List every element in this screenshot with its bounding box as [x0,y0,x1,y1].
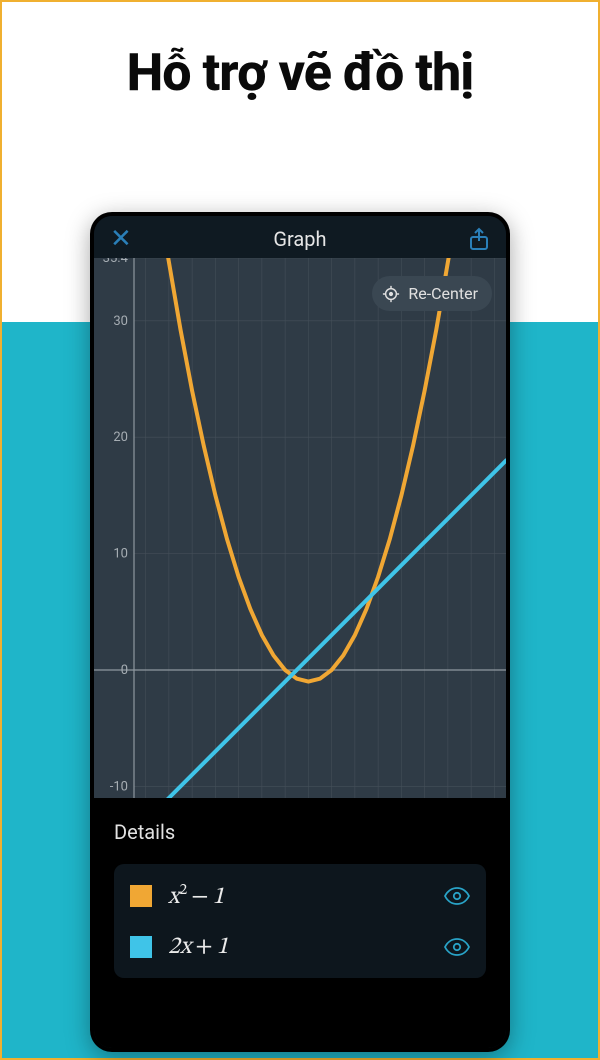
graph-canvas[interactable]: 35.4 30 20 10 0 -10 Re-Center [94,258,506,798]
visibility-toggle-icon[interactable] [444,887,470,905]
svg-text:20: 20 [113,430,128,445]
recenter-button[interactable]: Re-Center [372,276,492,311]
svg-text:0: 0 [121,663,128,678]
app-title: Graph [273,227,326,251]
svg-text:35.4: 35.4 [103,258,129,266]
legend-row: 2x+1 [130,932,470,962]
svg-text:-10: -10 [110,779,128,794]
app-header: ✕ Graph [94,216,506,258]
legend-swatch [130,885,152,907]
graph-svg: 35.4 30 20 10 0 -10 [94,258,506,798]
visibility-toggle-icon[interactable] [444,938,470,956]
legend-formula: 2x+1 [168,932,428,962]
svg-text:30: 30 [113,314,128,329]
details-panel: Details x2−1 2x+1 [94,798,506,1048]
phone-mockup: ✕ Graph 35.4 30 20 10 0 -10 Re-Center [90,212,510,1052]
recenter-icon [382,285,400,303]
legend-formula: x2−1 [168,880,428,912]
recenter-label: Re-Center [408,284,478,303]
page-title: Hỗ trợ vẽ đồ thị [2,2,598,133]
details-heading: Details [114,820,486,844]
svg-text:10: 10 [113,547,128,562]
legend-swatch [130,936,152,958]
share-icon[interactable] [468,227,490,251]
legend: x2−1 2x+1 [114,864,486,978]
legend-row: x2−1 [130,880,470,912]
app-screen: ✕ Graph 35.4 30 20 10 0 -10 Re-Center [94,216,506,1048]
close-icon[interactable]: ✕ [110,226,132,252]
